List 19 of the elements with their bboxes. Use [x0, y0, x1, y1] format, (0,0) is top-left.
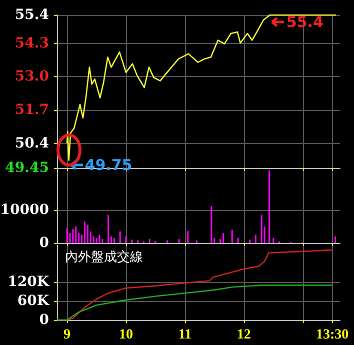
y-tick-label: 0 — [39, 235, 50, 251]
x-tick-label: 12 — [236, 328, 251, 342]
y-tick-label: 50.4 — [14, 136, 50, 152]
x-tick-label: 13:30 — [316, 328, 349, 342]
x-tick-label: 11 — [178, 328, 192, 342]
y-tick-label: 49.45 — [5, 160, 49, 176]
x-tick-label: 9 — [64, 328, 71, 342]
line-series — [56, 284, 333, 321]
y-tick-label: 10000 — [0, 202, 50, 218]
annotation: 55.4 — [286, 13, 324, 31]
y-tick-label: 55.4 — [14, 7, 50, 23]
chart-title: 內外盤成交線 — [65, 249, 143, 265]
y-tick-label: 51.7 — [14, 102, 49, 118]
y-tick-label: 120K — [8, 274, 50, 290]
y-tick-label: 60K — [17, 293, 50, 310]
y-tick-label: 53.0 — [14, 68, 50, 85]
x-tick-label: 10 — [118, 328, 133, 342]
y-tick-label: 0 — [39, 312, 50, 328]
y-tick-label: 54.3 — [14, 35, 49, 52]
